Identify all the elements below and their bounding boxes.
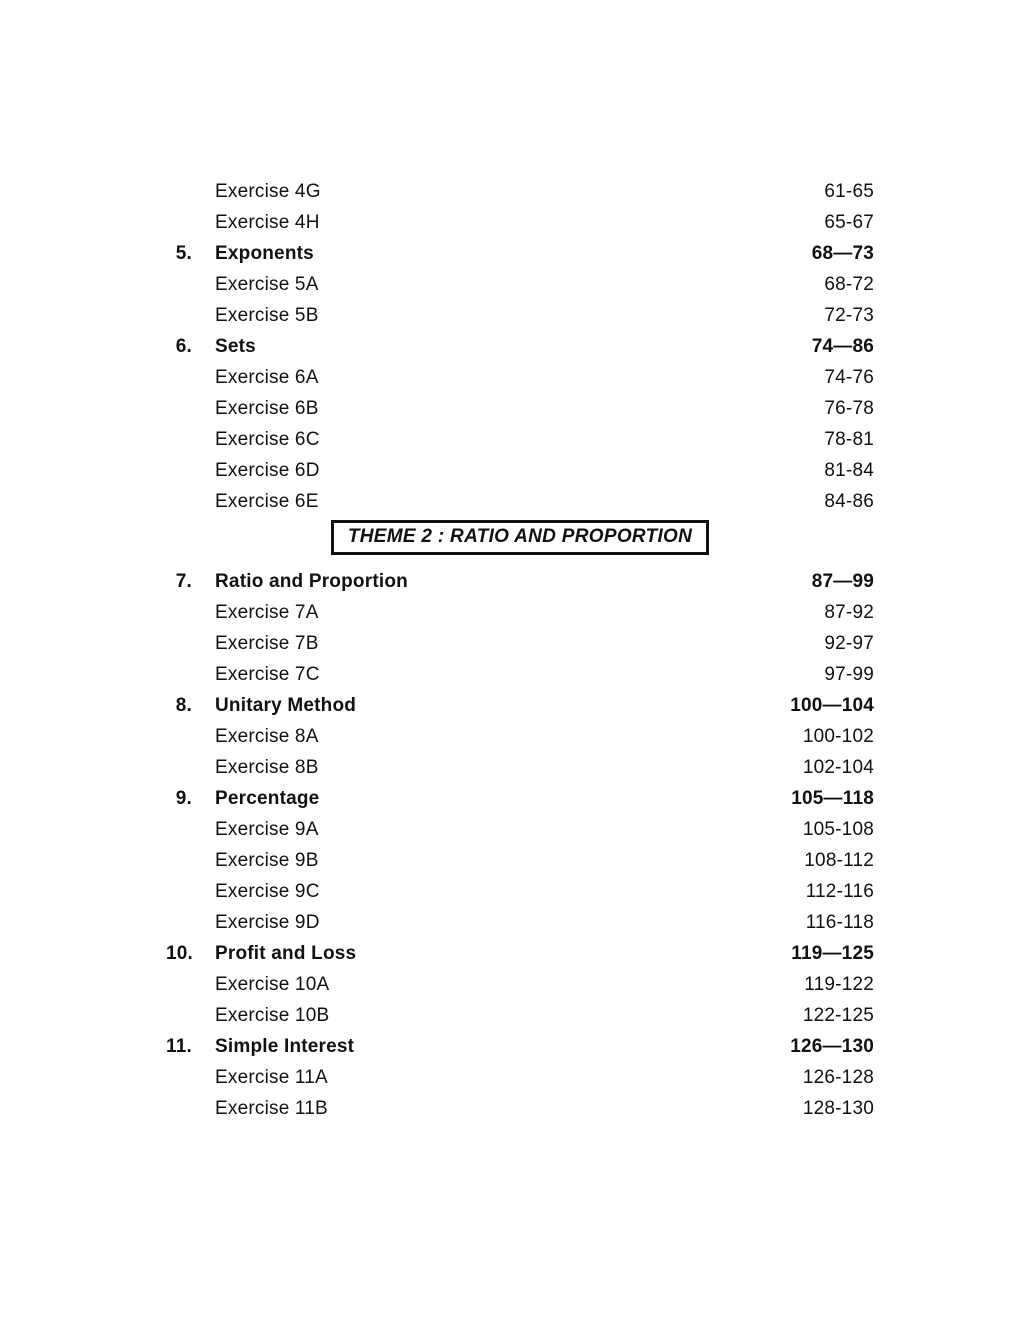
- toc-row: Exercise 11B 128-130: [166, 1093, 874, 1124]
- entry-title: Exercise 9C: [215, 880, 320, 902]
- chapter-number: 7.: [175, 570, 192, 592]
- toc-row: 5. Exponents 68—73: [166, 238, 874, 269]
- entry-title: Exercise 6E: [215, 490, 319, 512]
- entry-pages: 105-108: [802, 818, 874, 840]
- entry-pages: 65-67: [824, 211, 874, 233]
- entry-title: Exercise 6B: [215, 397, 319, 419]
- chapter-number: 10.: [166, 942, 194, 964]
- entry-pages: 100—104: [790, 694, 874, 716]
- toc-row: Exercise 7C 97-99: [166, 659, 874, 690]
- entry-pages: 84-86: [824, 490, 874, 512]
- entry-pages: 78-81: [824, 428, 874, 450]
- toc-row: Exercise 6B 76-78: [166, 393, 874, 424]
- chapter-number: 8.: [175, 694, 192, 716]
- chapter-number: 9.: [175, 787, 192, 809]
- entry-pages: 74-76: [824, 366, 874, 388]
- entry-pages: 72-73: [824, 304, 874, 326]
- chapter-number: 11.: [166, 1035, 192, 1057]
- entry-title: Exercise 5A: [215, 273, 319, 295]
- toc-row: Exercise 6E 84-86: [166, 486, 874, 517]
- toc-row: Exercise 9B 108-112: [166, 845, 874, 876]
- entry-pages: 102-104: [802, 756, 874, 778]
- entry-pages: 61-65: [824, 180, 874, 202]
- entry-pages: 126—130: [790, 1035, 874, 1057]
- entry-title: Exercise 9D: [215, 911, 320, 933]
- entry-title: Exercise 6C: [215, 428, 320, 450]
- entry-title: Ratio and Proportion: [215, 570, 408, 592]
- entry-title: Exercise 11A: [215, 1066, 328, 1088]
- entry-title: Exponents: [215, 242, 314, 264]
- entry-pages: 81-84: [824, 459, 874, 481]
- entry-title: Simple Interest: [215, 1035, 355, 1057]
- entry-pages: 108-112: [804, 849, 874, 871]
- toc-row: 10. Profit and Loss 119—125: [166, 938, 874, 969]
- entry-pages: 105—118: [791, 787, 874, 809]
- entry-pages: 119-122: [804, 973, 874, 995]
- chapter-number: 5.: [175, 242, 192, 264]
- theme-banner-label: THEME 2 : RATIO AND PROPORTION: [347, 526, 693, 547]
- entry-title: Exercise 8A: [215, 725, 319, 747]
- toc-row: 11. Simple Interest 126—130: [166, 1031, 874, 1062]
- entry-pages: 100-102: [802, 725, 874, 747]
- theme-banner: THEME 2 : RATIO AND PROPORTION: [330, 520, 710, 555]
- toc-row: Exercise 5A 68-72: [166, 269, 874, 300]
- toc-row: Exercise 6C 78-81: [166, 424, 874, 455]
- entry-pages: 128-130: [802, 1097, 874, 1119]
- entry-pages: 76-78: [824, 397, 874, 419]
- toc-row: Exercise 9D 116-118: [166, 907, 874, 938]
- entry-pages: 68-72: [824, 273, 874, 295]
- toc-row: Exercise 6A 74-76: [166, 362, 874, 393]
- toc-row: Exercise 10B 122-125: [166, 1000, 874, 1031]
- entry-pages: 92-97: [824, 632, 874, 654]
- entry-pages: 87—99: [811, 570, 874, 592]
- toc-row: Exercise 5B 72-73: [166, 300, 874, 331]
- entry-title: Exercise 10A: [215, 973, 330, 995]
- entry-pages: 122-125: [802, 1004, 874, 1026]
- entry-pages: 97-99: [824, 663, 874, 685]
- toc-row: Exercise 9C 112-116: [166, 876, 874, 907]
- entry-pages: 126-128: [802, 1066, 874, 1088]
- toc-row: Exercise 4G 61-65: [166, 176, 874, 207]
- entry-title: Percentage: [215, 787, 320, 809]
- entry-title: Exercise 4G: [215, 180, 321, 202]
- theme-banner-wrap: THEME 2 : RATIO AND PROPORTION: [166, 520, 874, 555]
- toc-row: Exercise 9A 105-108: [166, 814, 874, 845]
- entry-title: Exercise 4H: [215, 211, 320, 233]
- entry-pages: 74—86: [811, 335, 874, 357]
- toc-row: Exercise 7B 92-97: [166, 628, 874, 659]
- entry-title: Unitary Method: [215, 694, 357, 716]
- entry-title: Profit and Loss: [215, 942, 357, 964]
- entry-pages: 87-92: [824, 601, 874, 623]
- entry-title: Exercise 7C: [215, 663, 320, 685]
- toc-row: Exercise 7A 87-92: [166, 597, 874, 628]
- entry-title: Exercise 11B: [215, 1097, 328, 1119]
- entry-title: Exercise 8B: [215, 756, 319, 778]
- toc-row: Exercise 8A 100-102: [166, 721, 874, 752]
- toc-row: Exercise 10A 119-122: [166, 969, 874, 1000]
- toc-list: Exercise 4G 61-65 Exercise 4H 65-67 5. E…: [166, 176, 874, 1124]
- entry-title: Exercise 9B: [215, 849, 319, 871]
- toc-row: 7. Ratio and Proportion 87—99: [166, 566, 874, 597]
- entry-title: Exercise 9A: [215, 818, 319, 840]
- entry-title: Exercise 10B: [215, 1004, 330, 1026]
- entry-pages: 68—73: [811, 242, 874, 264]
- toc-row: 8. Unitary Method 100—104: [166, 690, 874, 721]
- entry-title: Exercise 7A: [215, 601, 319, 623]
- toc-row: Exercise 4H 65-67: [166, 207, 874, 238]
- toc-row: Exercise 8B 102-104: [166, 752, 874, 783]
- entry-pages: 116-118: [805, 911, 874, 933]
- entry-title: Exercise 7B: [215, 632, 319, 654]
- entry-title: Exercise 6A: [215, 366, 319, 388]
- entry-title: Sets: [215, 335, 256, 357]
- chapter-number: 6.: [175, 335, 192, 357]
- toc-row: Exercise 6D 81-84: [166, 455, 874, 486]
- toc-row: 9. Percentage 105—118: [166, 783, 874, 814]
- toc-row: 6. Sets 74—86: [166, 331, 874, 362]
- entry-title: Exercise 6D: [215, 459, 320, 481]
- entry-pages: 119—125: [791, 942, 874, 964]
- toc-row: Exercise 11A 126-128: [166, 1062, 874, 1093]
- entry-title: Exercise 5B: [215, 304, 319, 326]
- entry-pages: 112-116: [805, 880, 874, 902]
